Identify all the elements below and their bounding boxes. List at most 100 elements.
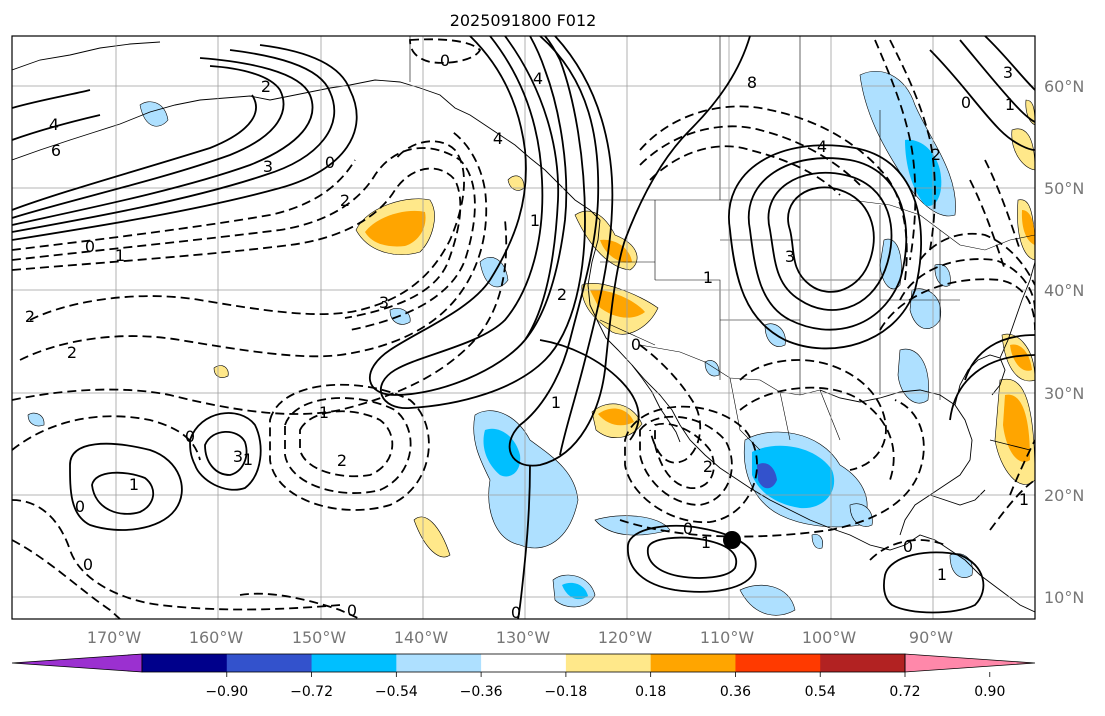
shade-negative	[905, 139, 942, 206]
contour-positive	[12, 65, 285, 219]
contour-positive	[646, 536, 738, 579]
colorbar: −0.90 −0.72 −0.54 −0.36 −0.18 0.18 0.36 0.54 0.7…	[11, 653, 1036, 700]
map-frame	[11, 35, 1036, 620]
shaded-anomalies	[27, 70, 1035, 616]
colorbar-segment	[481, 654, 567, 672]
east-coast	[999, 261, 1035, 359]
contour-label: 1	[1019, 490, 1029, 509]
colorbar-tick-label: 0.18	[635, 684, 666, 700]
contour-label: 3	[233, 447, 243, 466]
shade-positive	[590, 289, 645, 318]
contour-label: 1	[701, 533, 711, 552]
contour-label: 1	[129, 475, 139, 494]
colorbar-ticks	[226, 672, 991, 677]
contour-negative	[29, 140, 465, 321]
alaska-coast-north	[12, 41, 161, 71]
colorbar-tick-label: −0.36	[460, 684, 503, 700]
map-area: 2 4 6 3 2 0 0 1 2 3 2 1 2 0 1 1 0 0 0 4 …	[12, 36, 1035, 620]
lat-tick: 40°N	[1044, 281, 1084, 300]
contour-negative	[624, 405, 758, 523]
colorbar-tick-label: 0.36	[720, 684, 751, 700]
cuba-coast	[989, 439, 1031, 451]
colorbar-tick-label: 0.72	[889, 684, 920, 700]
contour-label: 2	[261, 77, 271, 96]
shade-positive	[1010, 344, 1032, 371]
contour-negative	[12, 499, 341, 611]
contour-positive	[984, 36, 1035, 91]
contour-label: 3	[379, 293, 389, 312]
contour-label: 2	[703, 457, 713, 476]
shade-positive	[365, 210, 426, 247]
contour-positive	[627, 524, 757, 593]
contour-label: 4	[817, 137, 827, 156]
longitude-ticks: 170°W 160°W 150°W 140°W 130°W 120°W 110°…	[87, 628, 953, 647]
contour-negative	[639, 105, 908, 281]
contour-positive	[189, 412, 262, 491]
shade-positive	[1021, 210, 1035, 245]
contour-positive	[69, 442, 183, 531]
shade-positive	[213, 365, 229, 378]
contour-positive	[204, 430, 248, 476]
contour-label: 0	[325, 153, 335, 172]
contour-negative	[12, 159, 356, 251]
contours-negative	[12, 38, 1035, 619]
contour-positive	[539, 339, 640, 441]
shade-positive	[1011, 128, 1035, 171]
contour-positive	[949, 334, 1035, 421]
colorbar-segment	[735, 654, 821, 672]
florida-coast	[954, 354, 1006, 406]
contour-positive	[883, 551, 985, 614]
contour-label: 1	[937, 565, 947, 584]
colorbar-extend-high	[904, 653, 1036, 673]
lon-tick: 140°W	[394, 628, 449, 647]
contour-negative	[874, 39, 917, 261]
figure-title: 2025091800 F012	[450, 11, 597, 30]
contour-label: 2	[337, 451, 347, 470]
contour-positive	[12, 44, 358, 241]
contour-label: 0	[185, 427, 195, 446]
contour-negative	[889, 39, 936, 251]
lat-tick: 50°N	[1044, 179, 1084, 198]
contour-negative	[869, 539, 946, 561]
contour-negative	[739, 359, 887, 471]
contour-label: 1	[319, 403, 329, 422]
colorbar-tick-label: −0.18	[544, 684, 587, 700]
contour-label: 2	[67, 343, 77, 362]
lon-tick: 170°W	[87, 628, 142, 647]
colorbar-segment	[396, 654, 482, 672]
lon-tick: 150°W	[292, 628, 347, 647]
contour-labels: 2 4 6 3 2 0 0 1 2 3 2 1 2 0 1 1 0 0 0 4 …	[25, 51, 1029, 620]
shade-negative	[849, 503, 873, 527]
contour-label: 3	[785, 247, 795, 266]
contour-negative	[879, 278, 1035, 331]
contour-label: 1	[115, 246, 125, 265]
lon-tick: 90°W	[909, 628, 953, 647]
contour-label: 1	[703, 268, 713, 287]
contour-label: 0	[347, 601, 357, 620]
yucatan-coast	[929, 489, 986, 506]
shade-negative	[897, 348, 929, 404]
contour-label: 0	[683, 519, 693, 538]
contour-label: 4	[493, 129, 503, 148]
contour-label: 2	[931, 145, 941, 164]
contour-negative	[19, 129, 488, 361]
contour-label: 4	[533, 69, 543, 88]
contour-label: 2	[25, 307, 35, 326]
contour-label: 4	[49, 115, 59, 134]
contour-negative	[739, 386, 895, 481]
contour-positive	[91, 471, 154, 515]
contour-positive	[369, 36, 568, 396]
contour-positive	[504, 36, 560, 341]
colorbar-frame	[141, 653, 906, 673]
contour-negative	[12, 415, 201, 461]
contour-label: 8	[747, 73, 757, 92]
lon-tick: 110°W	[700, 628, 755, 647]
contour-positive	[12, 49, 336, 233]
contour-negative	[639, 415, 733, 506]
shade-negative	[949, 553, 973, 578]
colorbar-extend-low	[11, 653, 143, 673]
colorbar-segments	[11, 653, 1036, 673]
colorbar-tick-label: −0.54	[375, 684, 418, 700]
contour-label: 0	[85, 237, 95, 256]
